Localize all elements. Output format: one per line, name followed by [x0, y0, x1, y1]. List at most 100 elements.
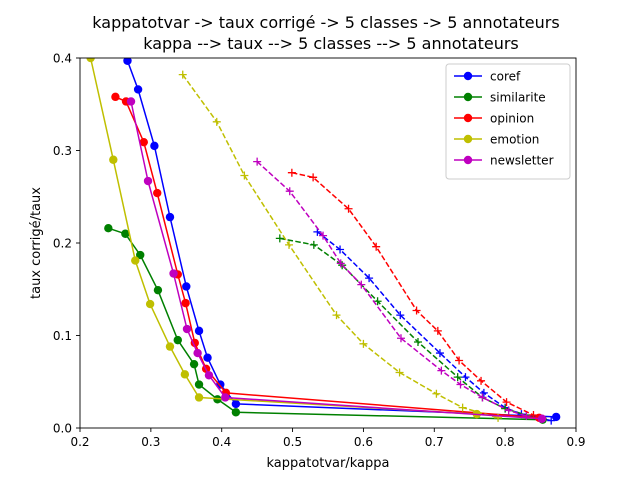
legend-label-coref: coref	[490, 70, 521, 84]
data-point-plus-coref	[365, 274, 374, 283]
data-point-plus-newsletter	[319, 231, 328, 240]
data-point-coref	[165, 212, 175, 222]
data-point-plus-similarite	[373, 297, 382, 306]
data-point-plus-emotion	[458, 403, 467, 412]
data-point-plus-emotion	[332, 311, 341, 320]
legend-label-opinion: opinion	[490, 112, 534, 126]
data-point-opinion	[153, 188, 162, 198]
series-line-dashed-newsletter	[256, 161, 527, 417]
legend: coref similarite opinion emotion newsletter	[445, 63, 571, 180]
data-point-plus-coref	[479, 388, 488, 397]
data-point-coref	[203, 353, 212, 362]
legend-marker-emotion	[463, 134, 473, 144]
y-tick-label: 0.2	[53, 237, 72, 251]
data-point-coref	[231, 399, 241, 409]
data-point-emotion	[165, 342, 175, 351]
legend-item-emotion: emotion	[454, 133, 539, 147]
data-point-plus-newsletter	[522, 411, 531, 420]
data-point-plus-newsletter	[504, 406, 513, 415]
data-point-coref	[194, 326, 204, 336]
data-point-newsletter	[204, 371, 214, 380]
x-tick-label: 0.5	[283, 435, 302, 449]
data-point-plus-emotion	[178, 70, 187, 79]
x-tick-label: 0.4	[212, 435, 231, 449]
data-point-plus-opinion	[412, 306, 421, 315]
data-point-plus-emotion	[395, 368, 404, 377]
data-point-plus-opinion	[287, 168, 296, 177]
data-point-plus-newsletter	[437, 366, 446, 375]
x-tick-label: 0.6	[354, 435, 373, 449]
data-point-plus-emotion	[240, 171, 249, 180]
series-line-dashed-similarite	[279, 237, 541, 420]
series-line-dashed-emotion	[182, 74, 499, 419]
data-point-plus-opinion	[502, 398, 511, 407]
data-point-similarite	[121, 229, 130, 238]
x-tick-label: 0.9	[566, 435, 585, 449]
data-point-plus-coref	[435, 349, 444, 358]
data-point-plus-coref	[547, 416, 556, 425]
data-point-similarite	[194, 380, 204, 389]
data-point-coref	[133, 85, 143, 94]
legend-label-newsletter: newsletter	[490, 154, 554, 168]
y-tick-label: 0.0	[53, 422, 72, 436]
legend-item-newsletter: newsletter	[454, 154, 554, 168]
data-point-newsletter	[126, 97, 136, 106]
series-line-dashed-coref	[316, 231, 552, 422]
data-point-newsletter	[143, 176, 153, 186]
data-point-plus-opinion	[433, 326, 442, 335]
data-point-emotion	[86, 58, 95, 63]
series-group	[86, 58, 561, 425]
data-point-emotion	[109, 155, 118, 164]
series-newsletter	[126, 97, 547, 423]
data-point-plus-opinion	[372, 242, 381, 251]
chart-title-line2: kappa --> taux --> 5 classes --> 5 annot…	[143, 34, 519, 53]
data-point-plus-similarite	[501, 404, 510, 413]
x-tick-label: 0.3	[141, 435, 160, 449]
data-point-similarite	[173, 335, 182, 345]
legend-marker-coref	[463, 71, 473, 81]
data-point-opinion	[139, 137, 148, 147]
chart-title-line1: kappatotvar -> taux corrigé -> 5 classes…	[92, 13, 559, 32]
legend-label-similarite: similarite	[490, 91, 546, 105]
legend-marker-opinion	[463, 113, 473, 123]
data-point-newsletter	[182, 324, 192, 334]
data-point-plus-newsletter	[396, 334, 405, 343]
series-emotion	[86, 58, 503, 422]
data-point-plus-newsletter	[336, 259, 345, 268]
series-similarite	[104, 224, 547, 424]
data-point-plus-newsletter	[456, 380, 465, 389]
data-point-plus-emotion	[359, 339, 368, 348]
data-point-similarite	[136, 250, 145, 260]
x-tick-label: 0.2	[70, 435, 89, 449]
series-line-solid-newsletter	[130, 101, 543, 420]
y-axis-label: taux corrigé/taux	[29, 187, 44, 299]
data-point-plus-emotion	[212, 117, 221, 126]
data-point-plus-opinion	[309, 173, 318, 182]
data-point-coref	[123, 58, 132, 65]
data-point-plus-coref	[461, 373, 470, 382]
data-point-emotion	[194, 393, 204, 402]
data-point-plus-coref	[396, 311, 405, 320]
data-point-opinion	[111, 92, 120, 102]
data-point-emotion	[145, 299, 155, 309]
data-point-newsletter	[169, 269, 178, 278]
data-point-emotion	[131, 256, 140, 265]
data-point-plus-newsletter	[478, 393, 487, 402]
y-tick-label: 0.1	[53, 329, 72, 343]
legend-box	[445, 63, 571, 180]
series-line-dashed-opinion	[291, 171, 534, 416]
y-tick-label: 0.4	[53, 52, 72, 66]
data-point-plus-opinion	[344, 204, 353, 213]
data-point-plus-opinion	[477, 376, 486, 385]
data-point-similarite	[153, 285, 163, 295]
data-point-coref	[150, 141, 159, 151]
data-point-emotion	[180, 370, 190, 379]
data-point-plus-similarite	[275, 234, 284, 243]
data-point-plus-opinion	[455, 356, 464, 365]
legend-marker-similarite	[463, 92, 473, 102]
data-point-plus-emotion	[432, 389, 441, 398]
legend-item-coref: coref	[454, 70, 521, 84]
series-line-solid-similarite	[108, 227, 543, 421]
